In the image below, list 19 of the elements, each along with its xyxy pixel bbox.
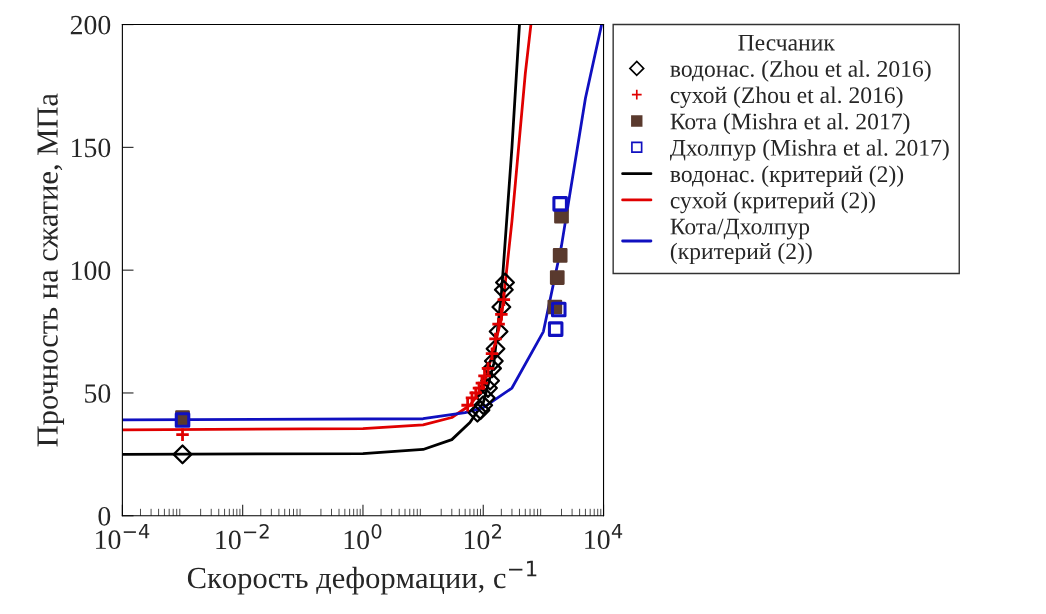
x-tick-label: 10$^{0}$ [344,524,382,550]
legend-label: водонас. (критерий (2)) [670,165,904,187]
legend-label: Дхолпур (Mishra et al. 2017) [669,139,949,161]
legend-label: сухой (Zhou et al. 2016) [670,86,903,109]
y-tick-label: 200 [70,15,111,35]
legend-label: водонас. (Zhou et al. 2016) [670,60,931,82]
y-tick-label: 0 [98,506,111,526]
legend-label: Кота (Mishra et al. 2017) [670,112,910,135]
y-axis-title: Прочность на сжатие, МПа [37,93,65,447]
y-tick-label: 50 [85,384,111,403]
legend-label: Кота/Дхолпур (критерий (2)) [670,218,812,265]
y-tick-label: 150 [72,138,111,158]
y-tick-label: 100 [72,261,111,281]
x-tick-label: 10$^{2}$ [465,524,502,550]
legend-title: Песчаник [738,34,835,51]
x-tick-label: 10$^{−2}$ [216,524,269,550]
x-axis-title: Скорость деформации, с$^{−1}$ [187,560,537,595]
legend-label: сухой (критерий (2)) [670,191,875,214]
x-tick-label: 10$^{4}$ [585,524,623,550]
